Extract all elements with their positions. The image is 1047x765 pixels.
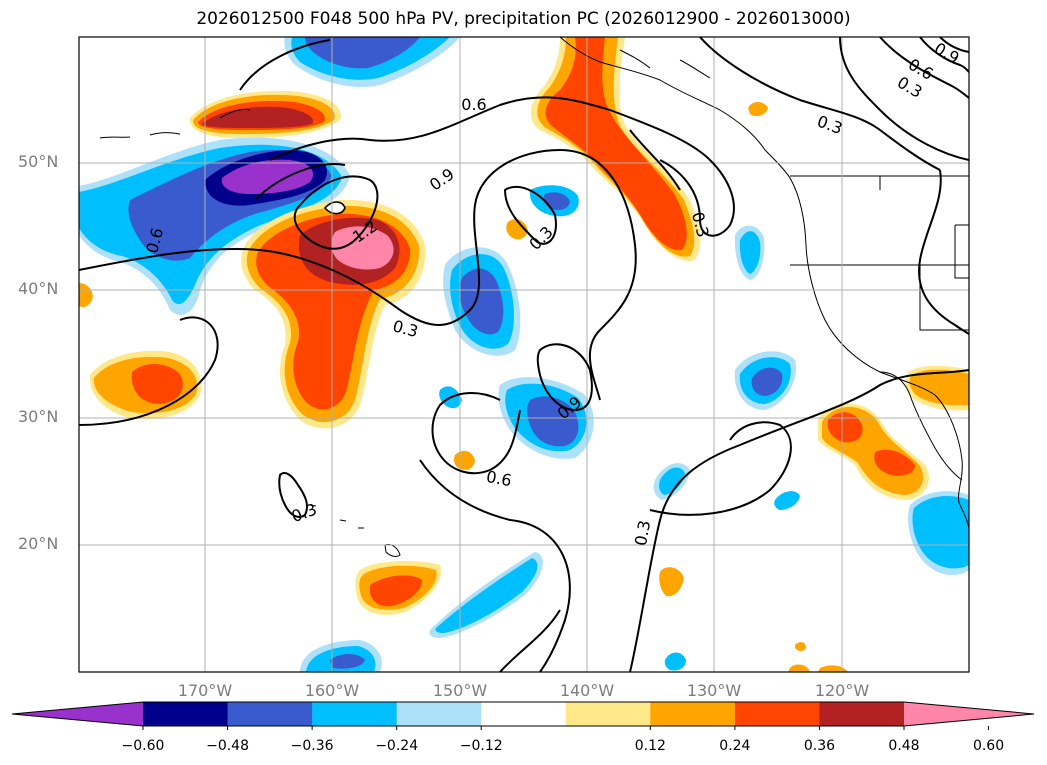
negative-anomaly-east [653, 225, 969, 576]
plot-frame [78, 36, 970, 673]
colorbar-tick-label: −0.24 [375, 738, 419, 754]
lon-label-140w: 140°W [559, 681, 615, 700]
colorbar-segment [312, 702, 398, 726]
precip-fields [79, 37, 969, 672]
positive-anomaly-east [659, 365, 969, 672]
lat-label-40n: 40°N [18, 279, 59, 298]
contour-label: 0.3 [289, 500, 319, 527]
colorbar-tick-label: 0.12 [634, 738, 666, 754]
colorbar-segment [143, 702, 229, 726]
colorbar-segment [396, 702, 482, 726]
colorbar-segment [227, 702, 313, 726]
colorbar-tick-label: 0.48 [888, 738, 920, 754]
colorbar-extend-min [12, 702, 143, 726]
coastlines [99, 37, 969, 557]
lon-label-170w: 170°W [177, 681, 233, 700]
lat-label-30n: 30°N [18, 407, 59, 426]
negative-anomaly-north-pacific [79, 137, 350, 315]
colorbar [11, 701, 1035, 730]
colorbar-tick-label: 0.60 [972, 738, 1005, 754]
negative-anomaly-south [300, 552, 686, 672]
colorbar-tick-label: −0.60 [121, 738, 165, 754]
graticule [79, 37, 969, 672]
colorbar-segment [650, 702, 736, 726]
contour-label: 0.3 [815, 112, 845, 139]
lat-label-20n: 20°N [18, 534, 59, 553]
positive-anomaly-northeast [530, 37, 768, 261]
colorbar-segment [481, 702, 567, 726]
lat-label-50n: 50°N [18, 152, 59, 171]
colorbar-tick-label: 0.36 [803, 738, 836, 754]
positive-anomaly-west-pacific [79, 90, 341, 420]
lon-label-150w: 150°W [432, 681, 488, 700]
colorbar-extend-max [904, 702, 1034, 726]
contour-label: 0.3 [525, 222, 556, 253]
colorbar-tick-label: −0.36 [290, 738, 334, 754]
contour-label: 0.3 [631, 519, 654, 547]
contour-label: 0.6 [461, 95, 486, 114]
map-title: 2026012500 F048 500 hPa PV, precipitatio… [196, 9, 851, 29]
colorbar-tick-label: 0.24 [719, 738, 751, 754]
lon-label-120w: 120°W [814, 681, 870, 700]
colorbar-tick-label: −0.48 [206, 738, 249, 754]
negative-anomaly-top [284, 37, 460, 88]
lon-label-160w: 160°W [304, 681, 360, 700]
contour-label: 0.9 [426, 164, 458, 194]
contour-label: 0.6 [485, 467, 513, 490]
colorbar-tick-label: −0.12 [459, 738, 503, 754]
colorbar-segment [819, 702, 905, 726]
pv-contours [79, 37, 969, 672]
positive-anomaly-central-pacific [241, 199, 528, 615]
colorbar-segment [734, 702, 820, 726]
colorbar-segment [565, 702, 651, 726]
lon-label-130w: 130°W [686, 681, 742, 700]
